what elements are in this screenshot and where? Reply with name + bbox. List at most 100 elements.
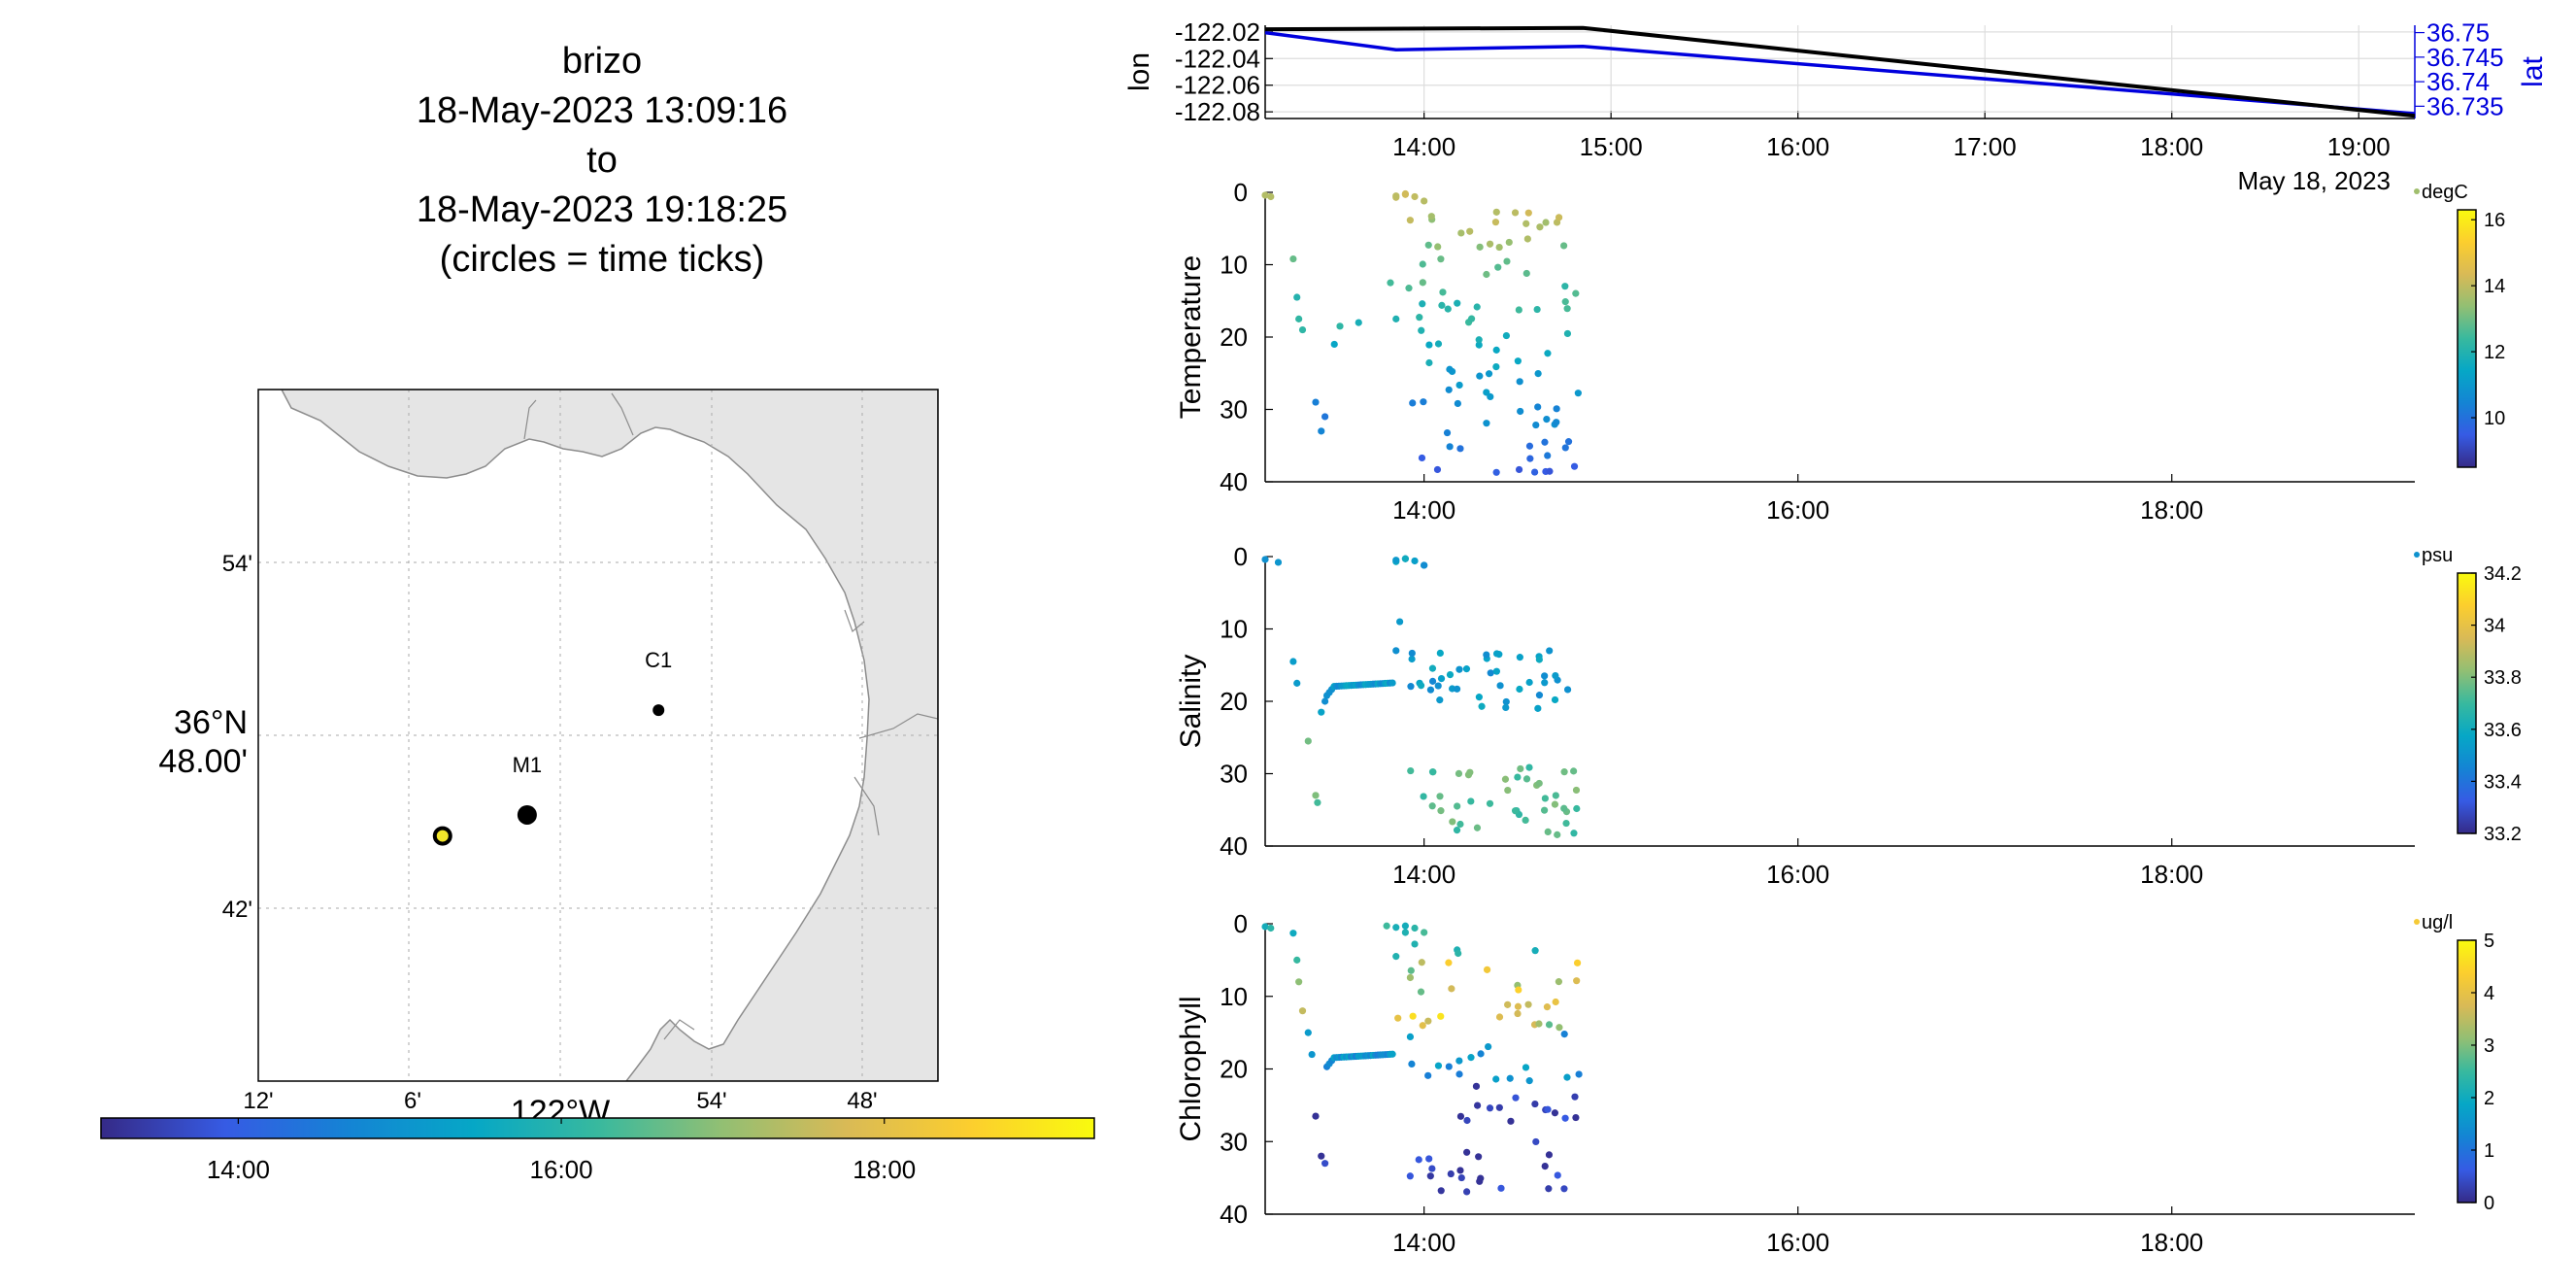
lon-lat-panel: 14:00 15:00 16:00 17:00 18:00 19:00-122.02-12… — [1123, 17, 2549, 195]
data-point — [1437, 1187, 1445, 1195]
data-point — [1542, 219, 1550, 226]
lat-tick-label: 36.745 — [2426, 43, 2504, 72]
data-point — [1487, 669, 1494, 677]
data-point — [1483, 651, 1490, 659]
lon-tick-label: -122.04 — [1175, 44, 1260, 73]
data-point — [1318, 708, 1325, 716]
lat-axis-label: lat — [2517, 55, 2549, 86]
data-point — [1462, 665, 1471, 673]
data-point — [1561, 283, 1569, 290]
data-point — [1406, 973, 1415, 982]
data-point — [1396, 618, 1404, 626]
data-point — [1318, 427, 1325, 435]
data-point — [1511, 807, 1520, 815]
data-point — [1492, 362, 1500, 371]
data-point — [1534, 369, 1542, 378]
title-line: 18-May-2023 13:09:16 — [416, 90, 788, 131]
data-point — [1535, 1020, 1543, 1028]
data-point — [1551, 800, 1559, 808]
panel-clipped-group: May 18, 2023 — [2237, 900, 2391, 930]
colorbar-tick-label: 5 — [2484, 931, 2494, 952]
data-point — [1392, 315, 1400, 322]
panel-date-label: May 18, 2023 — [2237, 1269, 2391, 1288]
data-point — [1437, 807, 1445, 815]
data-point — [1574, 390, 1582, 397]
data-point — [1392, 192, 1400, 200]
lat-series-line — [1264, 30, 2416, 116]
data-point — [1524, 1000, 1532, 1008]
data-point — [1321, 1160, 1329, 1168]
data-point — [1492, 667, 1500, 675]
data-point — [1304, 737, 1312, 745]
data-point — [1512, 1094, 1520, 1102]
data-point — [1455, 381, 1463, 390]
data-point — [1541, 438, 1549, 446]
data-point — [1535, 779, 1543, 788]
data-point — [1483, 966, 1491, 973]
data-point — [1563, 329, 1572, 338]
colorbar-unit: psu — [2422, 545, 2453, 566]
data-point — [1274, 559, 1283, 566]
data-point — [1544, 828, 1552, 835]
data-point — [1428, 768, 1437, 776]
data-point — [1504, 786, 1512, 795]
river-line — [853, 776, 880, 836]
data-point — [1491, 219, 1500, 226]
data-point — [1483, 420, 1490, 427]
data-point — [1295, 978, 1303, 986]
time-colorbar-label: 16:00 — [530, 1155, 593, 1184]
data-point — [1437, 674, 1446, 683]
colorbar-tick-label: 33.8 — [2484, 667, 2522, 689]
title-line: to — [586, 140, 618, 181]
data-point — [1544, 350, 1552, 357]
data-point — [1495, 1013, 1504, 1021]
data-point — [1553, 419, 1560, 426]
data-point — [1321, 697, 1329, 705]
data-point — [1502, 331, 1511, 340]
data-point — [1401, 555, 1409, 562]
panel-date-label: May 18, 2023 — [2237, 900, 2391, 930]
data-point — [1455, 1070, 1463, 1078]
data-point — [1552, 671, 1559, 680]
data-point — [1267, 192, 1275, 201]
data-point — [1454, 399, 1461, 408]
time-tick-label: 14:00 — [1392, 1228, 1455, 1257]
data-point — [1543, 1003, 1552, 1011]
data-point — [1505, 238, 1513, 247]
data-point — [1434, 682, 1442, 690]
data-point — [1570, 830, 1578, 837]
data-point — [1507, 1117, 1515, 1125]
lat-tick-label: 36.735 — [2426, 91, 2504, 120]
data-point — [1483, 389, 1490, 396]
data-point — [1420, 793, 1427, 800]
data-point — [1417, 682, 1425, 690]
data-point — [1261, 556, 1269, 563]
salinity-panel: May 18, 2023 0 10 20 30 40 14:00 16:00 18:00 Sali… — [1175, 542, 2522, 930]
data-point — [1295, 315, 1303, 322]
data-point — [1466, 768, 1474, 776]
river-line — [844, 609, 865, 633]
data-point — [1532, 1137, 1540, 1146]
depth-tick-label: 30 — [1220, 1127, 1248, 1156]
data-point — [1411, 192, 1419, 201]
lon-series-line — [1264, 25, 2416, 119]
data-point — [1544, 1105, 1552, 1113]
data-point — [1436, 696, 1444, 704]
data-point — [1526, 455, 1534, 462]
data-point — [1415, 1156, 1422, 1164]
time-tick-label: 18:00 — [2140, 860, 2203, 889]
depth-tick-label: 10 — [1220, 251, 1248, 280]
data-point — [1563, 686, 1572, 694]
depth-tick-label: 0 — [1234, 178, 1248, 207]
data-point — [1522, 220, 1530, 227]
panel-clipped-group: May 18, 2023 — [2237, 536, 2391, 565]
river-line — [523, 399, 537, 440]
time-colorbar-label: 14:00 — [207, 1155, 270, 1184]
depth-tick-label: 10 — [1220, 982, 1248, 1011]
data-point — [1401, 929, 1409, 936]
data-point — [1543, 415, 1551, 424]
panel-clipped-group: May 18, 2023 — [2237, 1269, 2391, 1288]
data-point — [1289, 930, 1297, 937]
panel-date-label: May 18, 2023 — [2237, 536, 2391, 565]
data-point — [1457, 229, 1465, 237]
